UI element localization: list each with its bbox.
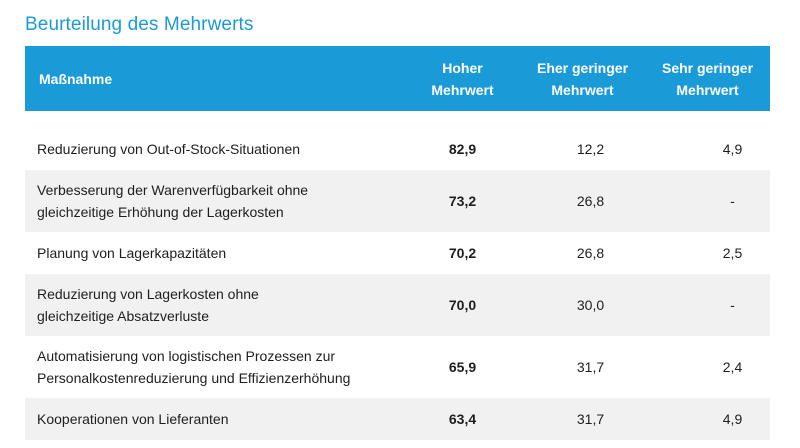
value-high: 63,4 bbox=[448, 411, 477, 427]
row-label-line: Personalkostenreduzierung und Effizienze… bbox=[37, 370, 351, 386]
data-table: Maßnahme Hoher Mehrwert Eher geringer Me… bbox=[25, 46, 770, 440]
value-rather-low: 31,7 bbox=[576, 411, 605, 427]
value-very-low: 4,9 bbox=[722, 411, 743, 427]
value-rather-low: 26,8 bbox=[576, 193, 605, 209]
value-very-low: - bbox=[730, 297, 735, 313]
row-label: Kooperationen von Lieferanten bbox=[25, 408, 405, 430]
header-line: Sehr geringer bbox=[661, 59, 754, 76]
header-measure: Maßnahme bbox=[25, 68, 405, 90]
chart-title: Beurteilung des Mehrwerts bbox=[25, 14, 254, 35]
header-line: Mehrwert bbox=[676, 81, 739, 98]
table-row: Planung von Lagerkapazitäten 70,2 26,8 2,5 bbox=[25, 232, 770, 274]
row-label: Reduzierung von Lagerkosten ohne gleichze… bbox=[25, 283, 405, 327]
value-high: 65,9 bbox=[448, 359, 477, 375]
row-label: Verbesserung der Warenverfügbarkeit ohne… bbox=[25, 179, 405, 223]
header-very-low: Sehr geringer Mehrwert bbox=[645, 57, 770, 101]
table-row: Automatisierung von logistischen Prozess… bbox=[25, 336, 770, 398]
value-rather-low: 31,7 bbox=[576, 359, 605, 375]
value-very-low: 2,4 bbox=[722, 359, 743, 375]
value-rather-low: 30,0 bbox=[576, 297, 605, 313]
table-row: Kooperationen von Lieferanten 63,4 31,7 4,9 bbox=[25, 398, 770, 440]
table-row: Reduzierung von Out-of-Stock-Situationen… bbox=[25, 128, 770, 170]
value-rather-low: 26,8 bbox=[576, 245, 605, 261]
row-label-line: Automatisierung von logistischen Prozess… bbox=[37, 348, 336, 364]
header-gap bbox=[25, 111, 770, 128]
row-label-line: Reduzierung von Lagerkosten ohne bbox=[37, 286, 259, 302]
header-line: Hoher bbox=[442, 59, 483, 76]
value-very-low: 2,5 bbox=[722, 245, 743, 261]
header-line: Eher geringer bbox=[536, 59, 629, 76]
row-label-line: gleichzeitige Absatzverluste bbox=[37, 308, 209, 324]
table-body: Reduzierung von Out-of-Stock-Situationen… bbox=[25, 128, 770, 440]
value-very-low: 4,9 bbox=[722, 141, 743, 157]
row-label: Automatisierung von logistischen Prozess… bbox=[25, 345, 405, 389]
header-line: Maßnahme bbox=[39, 70, 113, 87]
row-label-line: Kooperationen von Lieferanten bbox=[37, 411, 229, 427]
row-label-line: Verbesserung der Warenverfügbarkeit ohne bbox=[37, 182, 309, 198]
value-very-low: - bbox=[730, 193, 735, 209]
table-row: Reduzierung von Lagerkosten ohne gleichze… bbox=[25, 274, 770, 336]
value-high: 82,9 bbox=[448, 141, 477, 157]
value-high: 70,0 bbox=[448, 297, 477, 313]
row-label-line: gleichzeitige Erhöhung der Lagerkosten bbox=[37, 204, 284, 220]
row-label: Planung von Lagerkapazitäten bbox=[25, 242, 405, 264]
header-line: Mehrwert bbox=[551, 81, 614, 98]
table-header: Maßnahme Hoher Mehrwert Eher geringer Me… bbox=[25, 46, 770, 111]
row-label-line: Reduzierung von Out-of-Stock-Situationen bbox=[37, 141, 301, 157]
header-rather-low: Eher geringer Mehrwert bbox=[520, 57, 645, 101]
row-label: Reduzierung von Out-of-Stock-Situationen bbox=[25, 138, 405, 160]
value-rather-low: 12,2 bbox=[576, 141, 605, 157]
row-label-line: Planung von Lagerkapazitäten bbox=[37, 245, 227, 261]
value-high: 73,2 bbox=[448, 193, 477, 209]
header-line: Mehrwert bbox=[431, 81, 494, 98]
table-row: Verbesserung der Warenverfügbarkeit ohne… bbox=[25, 170, 770, 232]
header-high: Hoher Mehrwert bbox=[405, 57, 520, 101]
value-high: 70,2 bbox=[448, 245, 477, 261]
